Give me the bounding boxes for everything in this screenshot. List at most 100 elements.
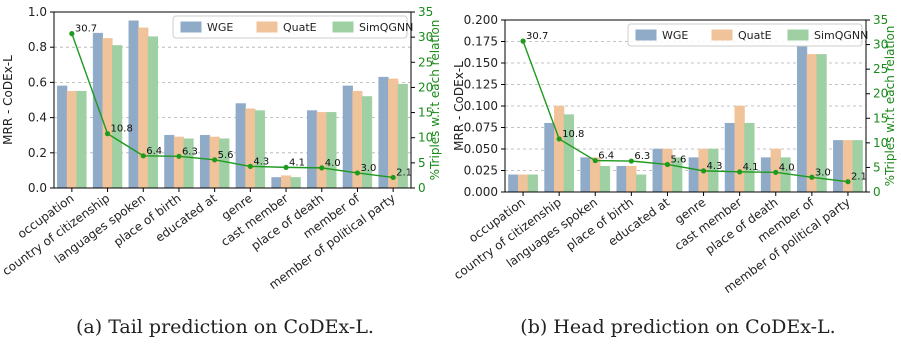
bar-quate — [626, 165, 637, 193]
bar-wge — [378, 76, 389, 189]
y2-tick-label: 10 — [873, 136, 888, 150]
bar-wge — [164, 134, 175, 189]
percent-label: 30.7 — [526, 31, 548, 42]
y2-tick-label: 0 — [418, 181, 426, 195]
bar-simqgnn — [744, 122, 755, 193]
percent-point — [390, 174, 396, 181]
y-tick-label: 0.2 — [28, 146, 47, 160]
bar-wge — [652, 148, 663, 193]
y-tick-label: 0.050 — [464, 142, 498, 156]
legend-swatch-wge — [180, 21, 202, 33]
y-tick-label: 0.175 — [464, 35, 498, 49]
percent-point — [212, 157, 218, 163]
percent-point — [520, 38, 526, 44]
bar-wge — [544, 122, 555, 193]
percent-label: 4.1 — [289, 157, 305, 168]
y-axis-label: MRR - CoDEx-L — [452, 61, 466, 151]
percent-point — [69, 31, 75, 37]
y2-tick-label: 15 — [873, 111, 888, 125]
bar-simqgnn — [76, 90, 87, 189]
percent-label: 3.0 — [815, 167, 831, 178]
bar-wge — [57, 85, 68, 189]
bar-simqgnn — [290, 177, 301, 189]
bar-quate — [209, 136, 220, 189]
plot-frame — [53, 11, 412, 189]
legend-swatch-wge — [635, 29, 657, 41]
percent-label: 5.6 — [670, 154, 686, 165]
percent-point — [104, 131, 111, 137]
percent-label: 6.4 — [146, 146, 162, 157]
percent-label: 10.8 — [111, 124, 133, 135]
y-tick-label: 1.0 — [28, 5, 47, 19]
y2-tick-label: 15 — [418, 106, 433, 120]
percent-point — [700, 168, 707, 174]
bar-wge — [724, 122, 736, 193]
y2-tick-label: 5 — [418, 156, 426, 170]
chart-panel-b: 0.000 0.025 0.050 0.075 0.100 0.125 0.150 0.175… — [451, 13, 897, 338]
percent-label: 4.3 — [253, 156, 269, 167]
percent-label: 4.3 — [707, 161, 723, 172]
percent-point — [592, 157, 598, 164]
bar-wge — [688, 157, 699, 193]
bar-quate — [280, 175, 292, 189]
bar-wge — [508, 174, 519, 193]
bar-wge — [796, 45, 808, 193]
bar-simqgnn — [635, 174, 647, 193]
legend-swatch-quate — [711, 29, 733, 41]
y-tick-label: 0.025 — [464, 164, 498, 178]
percent-point — [140, 153, 146, 159]
bar-wge — [833, 140, 844, 193]
bar-simqgnn — [112, 45, 123, 189]
y-tick-label: 0.8 — [28, 40, 47, 54]
percent-line — [522, 40, 849, 183]
legend-swatch-simqgnn — [332, 21, 354, 33]
y-tick-label: 0.100 — [464, 99, 498, 113]
bar-quate — [245, 108, 256, 189]
panel-caption: (a) Tail prediction on CoDEx-L. — [76, 316, 374, 338]
bar-wge — [760, 157, 772, 193]
bar-simqgnn — [326, 112, 337, 189]
y2-tick-label: 35 — [873, 13, 888, 27]
percent-point — [556, 136, 562, 142]
y2-axis-label: %Triples w.r.t each relation — [883, 26, 897, 187]
percent-point — [773, 169, 779, 175]
bar-wge — [235, 103, 246, 189]
percent-line — [71, 33, 394, 179]
y-tick-label: 0.4 — [28, 111, 47, 125]
percent-point — [737, 169, 743, 175]
percent-point — [809, 174, 815, 180]
y-tick-label: 0.150 — [464, 56, 498, 70]
bar-simqgnn — [599, 165, 611, 193]
y-tick-label: 0.000 — [464, 185, 498, 199]
percent-point — [247, 163, 253, 169]
chart-panel-a: 0.0 0.2 0.4 0.6 0.8 1.0 0 5 10 15 20 25 30 35 30.7 10.8… — [0, 5, 442, 338]
percent-point — [283, 164, 289, 170]
bar-wge — [307, 110, 318, 189]
bar-quate — [138, 27, 149, 189]
legend-swatch-quate — [256, 21, 278, 33]
legend-label-simqgnn: SimQGNN — [359, 21, 413, 34]
panel-caption: (b) Head prediction on CoDEx-L. — [520, 316, 835, 338]
bar-wge — [580, 157, 591, 193]
percent-label: 3.0 — [360, 163, 376, 174]
bar-quate — [316, 112, 327, 189]
bar-wge — [199, 134, 211, 189]
percent-label: 4.1 — [743, 162, 759, 173]
percent-point — [628, 158, 634, 164]
bar-wge — [128, 20, 139, 189]
legend-label-quate: QuatE — [738, 29, 772, 42]
y2-tick-label: 20 — [873, 87, 888, 101]
legend-label-simqgnn: SimQGNN — [814, 29, 868, 42]
bar-simqgnn — [219, 138, 230, 189]
legend-label-wge: WGE — [207, 21, 233, 34]
bar-simqgnn — [147, 36, 158, 189]
legend-swatch-simqgnn — [787, 29, 809, 41]
percent-label: 4.0 — [779, 162, 795, 173]
x-tick-label: educated at — [153, 191, 220, 245]
y2-tick-label: 30 — [873, 38, 888, 52]
y2-axis-label: %Triples w.r.t each relation — [428, 20, 442, 181]
percent-label: 2.1 — [396, 167, 412, 178]
percent-point — [664, 161, 671, 168]
legend-label-wge: WGE — [662, 29, 688, 42]
y-tick-label: 0.125 — [464, 78, 498, 92]
